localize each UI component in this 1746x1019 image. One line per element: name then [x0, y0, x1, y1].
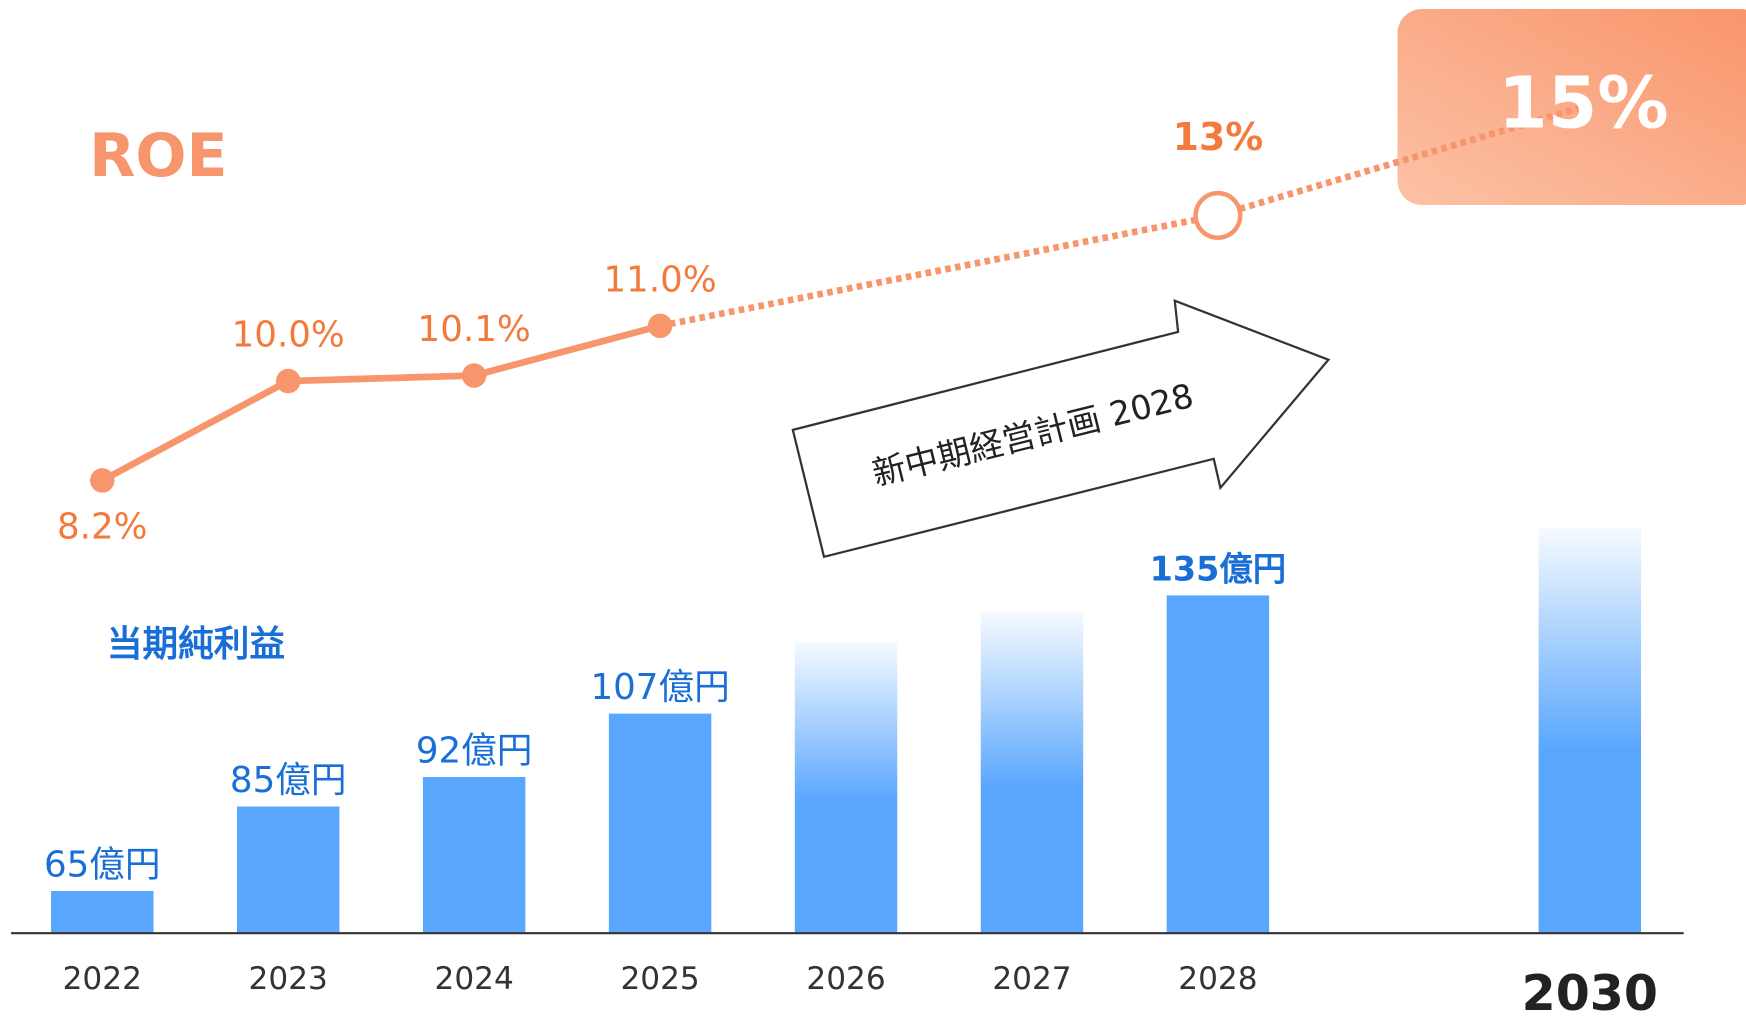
bar-value-label: 135億円: [1150, 549, 1286, 588]
x-tick-label: 2030: [1522, 965, 1658, 1019]
x-tick-label: 2027: [992, 961, 1071, 997]
bar: [794, 641, 898, 934]
bar: [980, 612, 1084, 934]
bar: [236, 806, 340, 934]
roe-value-label: 13%: [1173, 115, 1264, 159]
bar: [1538, 527, 1642, 934]
roe-value-label: 11.0%: [604, 259, 717, 300]
roe-point: [275, 368, 301, 394]
bar: [51, 890, 154, 934]
x-tick-label: 2023: [249, 961, 328, 997]
roe-point: [647, 313, 673, 339]
highlight-box: [1397, 8, 1746, 205]
roe-value-label: 8.2%: [57, 506, 148, 547]
roe-value-label: 15%: [1498, 62, 1669, 145]
roe-value-label: 10.0%: [232, 315, 345, 356]
x-tick-label: 2026: [806, 961, 885, 997]
roe-point: [90, 468, 115, 493]
roe-label: ROE: [89, 121, 227, 191]
bar: [422, 776, 526, 934]
bar-value-label: 107億円: [590, 667, 729, 708]
roe-point: [461, 363, 487, 388]
x-tick-label: 2028: [1178, 961, 1257, 997]
bar-value-label: 85億円: [230, 760, 347, 801]
profit-label: 当期純利益: [107, 624, 285, 665]
roe-line: [100, 322, 661, 484]
bar: [1166, 595, 1270, 934]
roe-point: [1193, 190, 1243, 240]
x-tick-label: 2025: [620, 961, 699, 997]
roe-plan-line: [659, 101, 1591, 330]
x-tick-label: 2024: [435, 961, 514, 997]
bar: [608, 713, 712, 934]
x-tick-label: 2022: [63, 961, 142, 997]
bar-value-label: 65億円: [44, 844, 161, 885]
roe-value-label: 10.1%: [418, 309, 531, 350]
bar-value-label: 92億円: [416, 730, 533, 771]
plan-arrow: [791, 299, 1331, 559]
